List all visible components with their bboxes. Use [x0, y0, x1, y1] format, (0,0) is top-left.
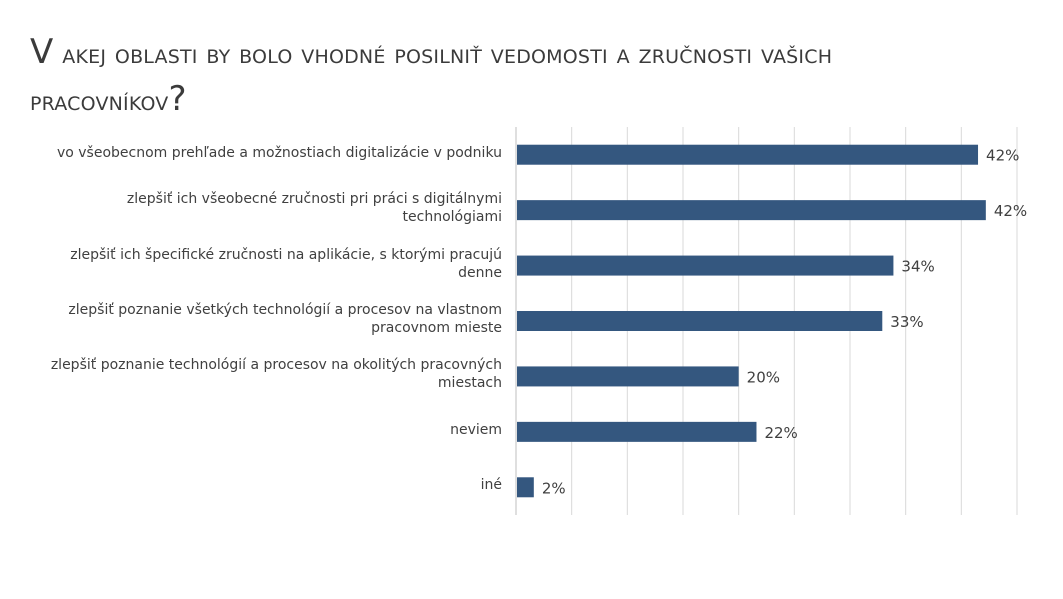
bar: [517, 144, 979, 165]
chart-title: V akej oblasti by bolo vhodné posilniť v…: [30, 30, 1030, 124]
category-label: zlepšiť poznanie technológií a procesov …: [50, 357, 502, 392]
category-label: zlepšiť ich všeobecné zručnosti pri prác…: [126, 191, 502, 226]
bar: [517, 421, 757, 442]
data-label: 34%: [901, 258, 934, 276]
data-label: 2%: [542, 479, 566, 497]
bar: [517, 255, 894, 276]
data-label: 42%: [994, 202, 1027, 220]
bar: [517, 477, 534, 498]
title-line-2-text: pracovníkov: [30, 86, 169, 117]
title-line-1-text: akej oblasti by bolo vhodné posilniť ved…: [62, 39, 833, 70]
bar: [517, 200, 986, 221]
title-line-1: V akej oblasti by bolo vhodné posilniť v…: [30, 30, 1030, 77]
data-label: 20%: [747, 368, 780, 386]
bar: [517, 311, 883, 331]
title-line-2: pracovníkov?: [30, 77, 1030, 124]
category-label: zlepšiť ich špecifické zručnosti na apli…: [70, 246, 502, 281]
category-label: zlepšiť poznanie všetkých technológií a …: [68, 302, 502, 336]
title-question-mark: ?: [168, 79, 187, 119]
category-label: neviem: [450, 421, 502, 438]
data-label: 33%: [890, 313, 923, 331]
bar: [517, 366, 739, 387]
category-label: iné: [480, 477, 502, 494]
data-label: 42%: [986, 147, 1019, 165]
title-initial: V: [30, 32, 54, 72]
data-label: 22%: [764, 424, 797, 442]
category-label: vo všeobecnom prehľade a možnostiach dig…: [56, 144, 502, 161]
